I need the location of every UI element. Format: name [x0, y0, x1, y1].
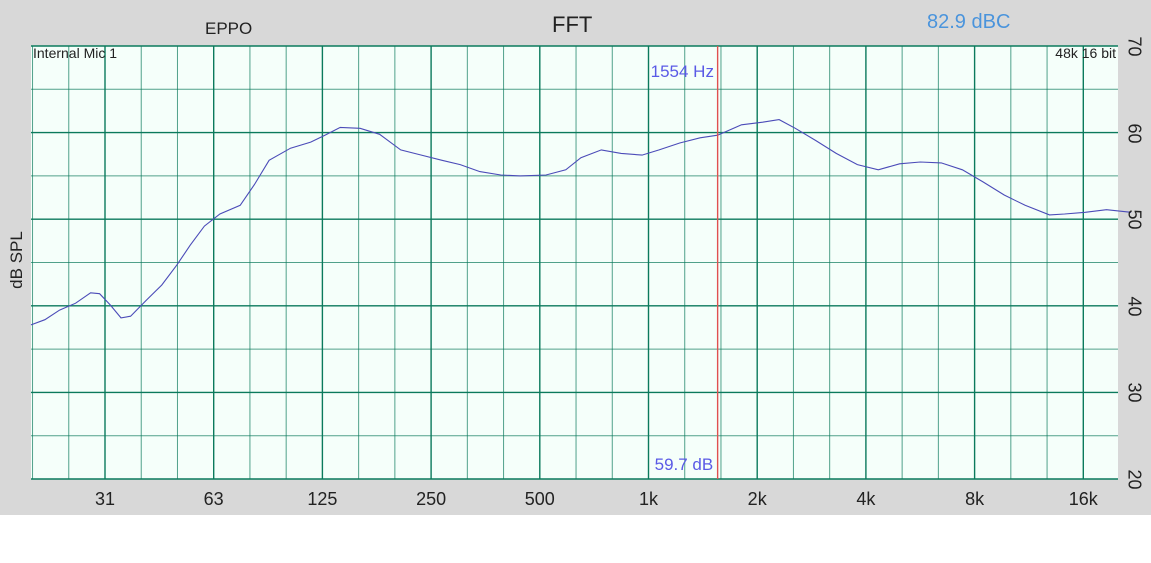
- level-readout[interactable]: 82.9 dBC: [927, 11, 1011, 33]
- x-tick-label: 31: [94, 489, 116, 509]
- chart-title: FFT: [552, 12, 593, 37]
- y-tick-label: 50: [1124, 209, 1145, 230]
- x-tick-label: 125: [307, 489, 338, 509]
- cursor-level-label: 59.7 dB: [654, 455, 714, 474]
- x-tick-label: 63: [203, 489, 224, 509]
- y-tick-label: 70: [1124, 36, 1145, 57]
- x-tick-label: 16k: [1068, 489, 1098, 509]
- spectrum-trace: [30, 119, 1132, 326]
- right-axis-frame: [1118, 46, 1151, 479]
- x-tick-label: 8k: [965, 489, 985, 509]
- x-tick-label: 1k: [638, 489, 659, 509]
- y-tick-label: 20: [1124, 469, 1145, 490]
- x-tick-label: 250: [416, 489, 447, 509]
- input-label: Internal Mic 1: [33, 45, 118, 61]
- x-tick-label: 4k: [856, 489, 876, 509]
- x-tick-label: 2k: [747, 489, 767, 509]
- header-left-label: EPPO: [205, 19, 253, 38]
- left-frame: [0, 46, 31, 479]
- x-tick-label: 500: [524, 489, 555, 509]
- header-bar: [0, 0, 1151, 46]
- format-label: 48k 16 bit: [1055, 45, 1116, 61]
- y-tick-label: 60: [1124, 123, 1145, 144]
- y-tick-label: 40: [1124, 296, 1145, 317]
- cursor-frequency-label: 1554 Hz: [650, 62, 714, 81]
- y-tick-label: 30: [1124, 382, 1145, 403]
- bottom-axis-frame: [0, 479, 1151, 515]
- y-axis-label: dB SPL: [6, 231, 26, 289]
